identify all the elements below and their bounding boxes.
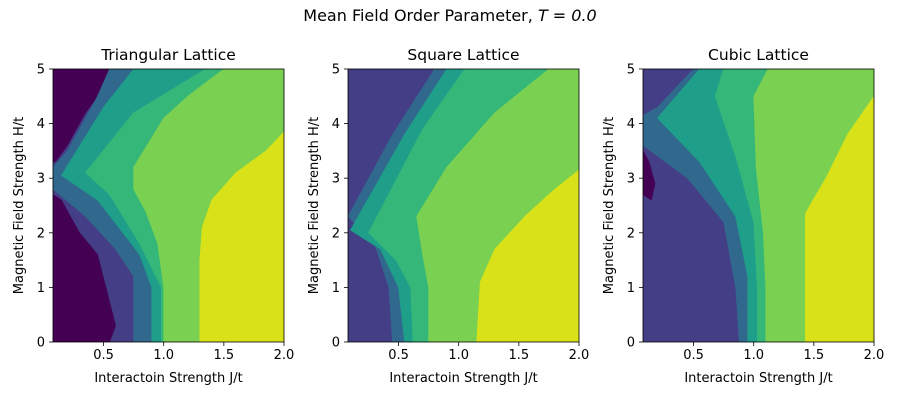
triangular-lattice-xtick-label: 1.5 — [214, 348, 235, 363]
cubic-lattice-ylabel: Magnetic Field Strength H/t — [602, 117, 617, 294]
cubic-lattice-ytick-label: 2 — [627, 226, 635, 241]
triangular-lattice-xlabel: Interactoin Strength J/t — [94, 371, 242, 386]
triangular-lattice-xtick-label: 0.5 — [93, 348, 114, 363]
square-lattice-ytick-label: 2 — [332, 226, 340, 241]
cubic-lattice-ytick-label: 5 — [627, 63, 635, 78]
cubic-lattice-region-level-0 — [643, 150, 656, 201]
square-lattice-xtick-label: 2.0 — [569, 348, 590, 363]
cubic-lattice-ytick-label: 0 — [627, 336, 635, 351]
square-lattice-xlabel: Interactoin Strength J/t — [389, 371, 537, 386]
square-lattice-ytick-label: 1 — [332, 281, 340, 296]
square-lattice-title: Square Lattice — [407, 46, 519, 64]
square-lattice-axes-frame — [347, 68, 580, 343]
cubic-lattice-xlabel: Interactoin Strength J/t — [684, 371, 832, 386]
cubic-lattice-ytick-label: 4 — [627, 117, 635, 132]
triangular-lattice-ytick-label: 0 — [37, 336, 45, 351]
triangular-lattice-ytick-label: 3 — [37, 172, 45, 187]
figure-title-math: T = 0.0 — [537, 6, 597, 25]
triangular-lattice-ylabel: Magnetic Field Strength H/t — [12, 117, 27, 294]
square-lattice-ylabel: Magnetic Field Strength H/t — [307, 117, 322, 294]
triangular-lattice-xtick-label: 1.0 — [153, 348, 174, 363]
square-lattice-ytick-label: 3 — [332, 172, 340, 187]
triangular-lattice-region-level-6 — [199, 131, 284, 342]
square-lattice-region-level-6 — [476, 169, 579, 342]
triangular-lattice-ytick-label: 2 — [37, 226, 45, 241]
figure-title-text: Mean Field Order Parameter, — [303, 6, 538, 25]
triangular-lattice-ytick-label: 5 — [37, 63, 45, 78]
panel-cubic-lattice: 0.5 1.0 1.5 2.0 0 1 2 3 4 5 Cubic Lattice Interacto… — [602, 46, 884, 386]
triangular-lattice-axes-frame — [52, 68, 285, 343]
square-lattice-ytick-label: 0 — [332, 336, 340, 351]
figure-title: Mean Field Order Parameter, T = 0.0 — [0, 5, 900, 27]
cubic-lattice-ytick-label: 3 — [627, 172, 635, 187]
square-lattice-ytick-label: 5 — [332, 63, 340, 78]
cubic-lattice-xtick-label: 2.0 — [864, 348, 885, 363]
triangular-lattice-xtick-label: 2.0 — [274, 348, 295, 363]
cubic-lattice-xtick-label: 1.0 — [743, 348, 764, 363]
cubic-lattice-title: Cubic Lattice — [708, 46, 809, 64]
square-lattice-ytick-label: 4 — [332, 117, 340, 132]
triangular-lattice-contour-regions — [53, 69, 284, 342]
square-lattice-xtick-label: 0.5 — [388, 348, 409, 363]
triangular-lattice-ytick-label: 4 — [37, 117, 45, 132]
square-lattice-contour-regions — [348, 69, 579, 342]
cubic-lattice-xtick-label: 0.5 — [683, 348, 704, 363]
cubic-lattice-ytick-label: 1 — [627, 281, 635, 296]
panel-triangular-lattice: 0.5 1.0 1.5 2.0 0 1 2 3 4 5 Triangular Lattice Inte… — [12, 46, 294, 386]
panel-square-lattice: 0.5 1.0 1.5 2.0 0 1 2 3 4 5 Square Lattice Interact… — [307, 46, 589, 386]
cubic-lattice-contour-regions — [643, 69, 874, 342]
square-lattice-xtick-label: 1.0 — [448, 348, 469, 363]
triangular-lattice-region-level-0 — [53, 194, 116, 342]
square-lattice-xtick-label: 1.5 — [509, 348, 530, 363]
triangular-lattice-title: Triangular Lattice — [100, 46, 236, 64]
cubic-lattice-region-level-6 — [805, 96, 874, 342]
cubic-lattice-axes-frame — [642, 68, 875, 343]
cubic-lattice-xtick-label: 1.5 — [804, 348, 825, 363]
triangular-lattice-ytick-label: 1 — [37, 281, 45, 296]
